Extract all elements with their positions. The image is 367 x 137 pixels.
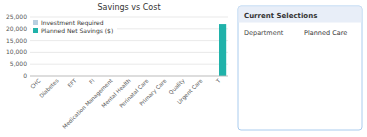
legend-label: Investment Required — [41, 19, 104, 27]
chart: Savings vs Cost 0 5,000 10,000 15,000 20,000 2… — [0, 0, 367, 137]
bar — [219, 24, 226, 76]
x-tick-label: Primary Care — [138, 77, 169, 108]
x-tick-label: Perinatal Care — [118, 77, 150, 109]
legend-swatch — [33, 20, 38, 25]
grid-line — [30, 40, 228, 41]
x-axis-line — [30, 76, 228, 77]
x-tick-label: Mental Health — [100, 77, 132, 109]
panel-header — [239, 7, 362, 23]
x-tick-label: CHC — [29, 77, 42, 90]
x-tick-label: T — [214, 77, 222, 85]
legend-bg — [31, 18, 117, 36]
x-tick-label: EFT — [66, 77, 78, 89]
y-tick-label: 0 — [23, 72, 27, 79]
y-tick-label: 20,000 — [6, 25, 27, 32]
x-tick-label: Urgent Care — [176, 77, 205, 106]
grid-line — [30, 76, 228, 77]
title: Savings vs Cost — [97, 3, 160, 12]
x-tick-label: Diabetes — [38, 77, 60, 99]
legend: Investment RequiredPlanned Net Savings (… — [31, 18, 117, 36]
y-tick-label: 10,000 — [6, 48, 27, 55]
x-tick-label: FI — [88, 77, 96, 85]
panel-text: Department — [244, 29, 284, 37]
y-tick-label: 5,000 — [10, 60, 27, 67]
grid-line — [30, 52, 228, 53]
grid-line — [30, 17, 228, 18]
legend-label: Planned Net Savings ($) — [41, 27, 113, 35]
panel-title: Current Selections — [244, 12, 317, 20]
y-tick-label: 25,000 — [6, 13, 27, 20]
panel-badge: Planned Care — [304, 29, 347, 37]
legend-swatch — [33, 28, 38, 33]
panel — [238, 6, 362, 130]
grid-line — [30, 64, 228, 65]
y-tick-label: 15,000 — [6, 37, 27, 44]
bars — [219, 24, 226, 76]
